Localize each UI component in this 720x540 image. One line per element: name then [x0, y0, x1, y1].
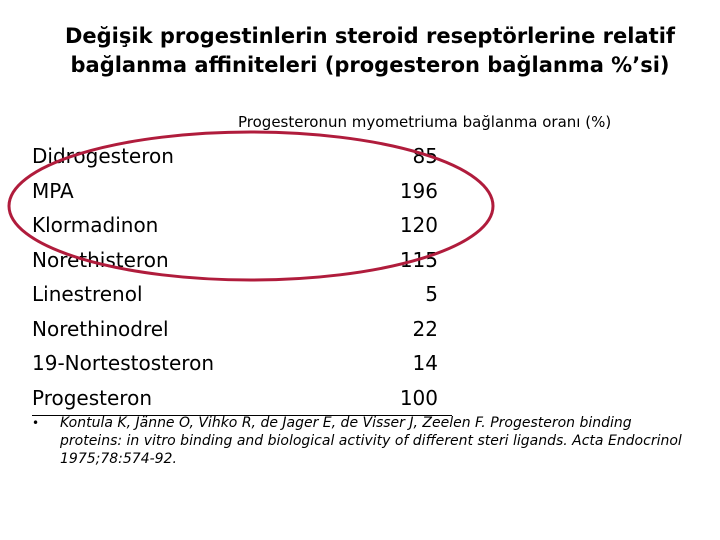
- column-header: Progesteronun myometriuma bağlanma oranı…: [238, 113, 612, 131]
- table-row: Klormadinon 120: [32, 209, 452, 244]
- table-row: Didrogesteron 85: [32, 140, 452, 175]
- row-name: Linestrenol: [32, 282, 143, 306]
- row-value: 22: [412, 316, 438, 341]
- row-value: 100: [399, 385, 438, 410]
- row-value: 115: [399, 247, 438, 272]
- row-name: Klormadinon: [32, 213, 159, 237]
- table-row: MPA 196: [32, 175, 452, 210]
- table-row: 19-Nortestosteron 14: [32, 347, 452, 382]
- row-name: MPA: [32, 178, 74, 203]
- binding-table: Didrogesteron 85 MPA 196 Klormadinon 120…: [32, 140, 452, 416]
- reference-citation: • Kontula K, Jänne O, Vihko R, de Jager …: [32, 414, 692, 468]
- table-row: Norethinodrel 22: [32, 313, 452, 348]
- table-row: Progesteron 100: [32, 382, 452, 416]
- bullet-icon: •: [32, 416, 40, 430]
- row-value: 120: [399, 213, 438, 237]
- slide-title: Değişik progestinlerin steroid reseptörl…: [64, 24, 676, 77]
- row-value: 5: [425, 282, 438, 306]
- row-name: Norethinodrel: [32, 316, 169, 341]
- row-name: Progesteron: [32, 385, 152, 410]
- citation-text: Kontula K, Jänne O, Vihko R, de Jager E,…: [60, 415, 682, 467]
- row-name: Didrogesteron: [32, 144, 174, 168]
- row-value: 14: [412, 351, 438, 375]
- table-row: Norethisteron 115: [32, 244, 452, 279]
- row-value: 196: [399, 178, 438, 203]
- row-name: 19-Nortestosteron: [32, 351, 214, 375]
- row-name: Norethisteron: [32, 247, 169, 272]
- table-row: Linestrenol 5: [32, 278, 452, 313]
- row-value: 85: [412, 144, 438, 168]
